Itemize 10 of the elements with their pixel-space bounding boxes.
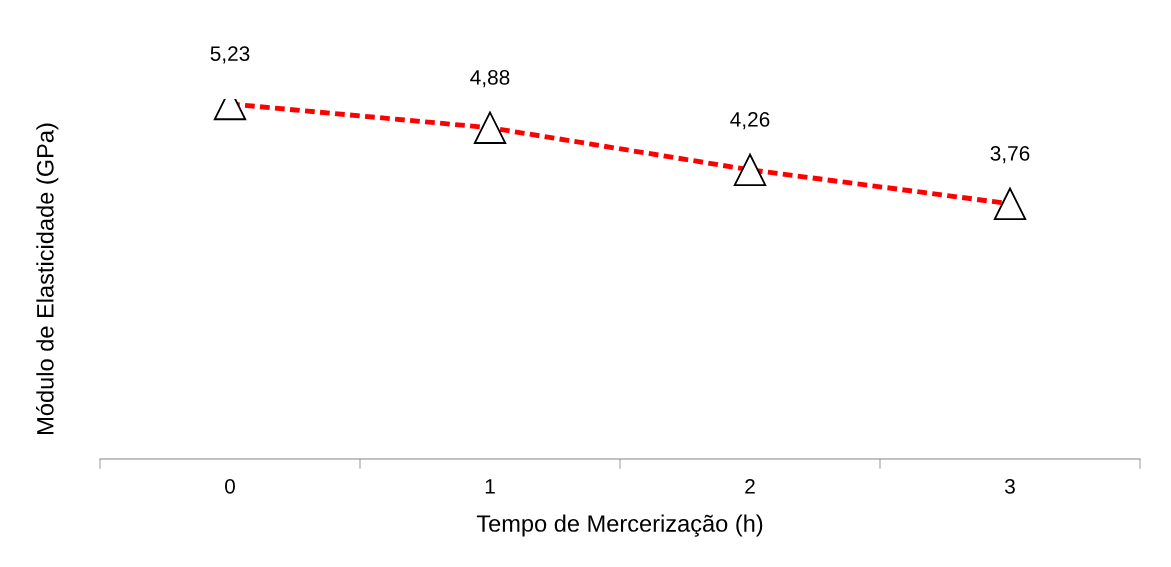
- x-tick-label: 3: [1005, 478, 1015, 494]
- x-axis-title: Tempo de Mercerização (h): [476, 514, 763, 537]
- x-tick-label: 1: [485, 479, 495, 494]
- x-tick-label: 2: [745, 478, 755, 494]
- data-label: 3,76: [990, 146, 1030, 164]
- data-label: 4,26: [730, 112, 770, 130]
- y-axis-title: Módulo de Elasticidade (GPa): [36, 123, 59, 434]
- x-tick-label: 0: [225, 478, 235, 494]
- data-label: 5,23: [210, 46, 250, 64]
- data-label: 4,88: [470, 69, 510, 88]
